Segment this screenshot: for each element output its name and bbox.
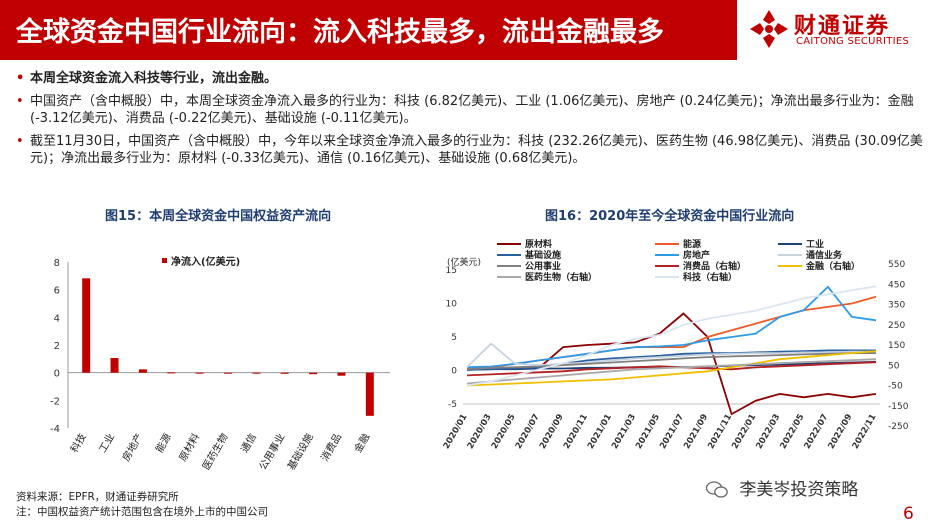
x-tick-label: 消费品 [318, 431, 344, 463]
bar [195, 372, 204, 374]
legend-label: 医药生物（右轴） [525, 271, 597, 283]
legend-label: 科技（右轴） [683, 271, 737, 283]
y-tick-label: 0 [54, 369, 60, 380]
bullet-item: • 截至11月30日，中国资产（含中概股）中，今年以来全球资金净流入最多的行业为… [16, 133, 926, 167]
x-tick-label: 基础设施 [284, 431, 315, 472]
bar [309, 372, 318, 375]
left-tick-label: 5 [451, 333, 457, 343]
bullet-dot-icon: • [16, 71, 25, 86]
legend-label: 能源 [683, 238, 701, 250]
logo-chinese-text: 财通证券 [794, 14, 891, 39]
bullet-text: 截至11月30日，中国资产（含中概股）中，今年以来全球资金净流入最多的行业为：科… [30, 134, 923, 166]
source-note: 资料来源：EPFR，财通证券研究所 [16, 491, 179, 503]
x-tick-label: 通信 [239, 432, 259, 455]
bullet-dot-icon: • [16, 134, 24, 149]
bullet-item: • 本周全球资金流入科技等行业，流出金融。 [16, 70, 926, 87]
right-tick-label: -50 [888, 382, 903, 392]
y-tick-label: 8 [54, 258, 60, 269]
watermark: 李美岑投资策略 [706, 475, 858, 500]
legend-swatch [162, 258, 167, 263]
company-logo: 财通证券 CAITONG SECURITIES [748, 6, 938, 54]
right-tick-label: 150 [888, 341, 905, 351]
series-line [466, 358, 877, 385]
bullet-item: • 中国资产（含中概股）中，本周全球资金净流入最多的行业为：科技 (6.82亿美… [16, 93, 926, 127]
right-tick-label: 50 [888, 361, 900, 371]
series-line [466, 295, 877, 370]
legend-label: 基础设施 [524, 249, 561, 261]
series-line [466, 361, 877, 377]
right-tick-label: -150 [888, 402, 909, 412]
legend-label: 原材料 [525, 238, 552, 250]
bar [138, 369, 147, 373]
series-line [466, 342, 876, 368]
bullet-text: 本周全球资金流入科技等行业，流出金融。 [30, 71, 278, 86]
left-tick-label: -5 [448, 400, 457, 410]
right-tick-label: -250 [888, 422, 909, 432]
watermark-text: 李美岑投资策略 [739, 480, 859, 500]
x-tick-label: 能源 [153, 431, 174, 455]
bar [337, 372, 346, 376]
x-tick-label: 科技 [68, 431, 89, 455]
page-number: 6 [903, 504, 914, 524]
y-tick-label: 4 [54, 313, 60, 324]
bar [110, 358, 119, 373]
bar [82, 278, 91, 373]
right-tick-label: 450 [888, 280, 905, 290]
x-tick-label: 2022/11 [851, 412, 879, 450]
bar [167, 372, 176, 374]
bar [224, 372, 232, 374]
x-tick-label: 工业 [97, 432, 117, 455]
left-tick-label: 0 [451, 367, 457, 377]
right-tick-label: 550 [888, 260, 905, 270]
y-axis-label: (亿美元) [447, 256, 481, 268]
header: 全球资金中国行业流向：流入科技最多，流出金融最多 财通证券 CAITONG SE… [0, 0, 940, 60]
legend-label: 房地产 [683, 249, 710, 261]
y-tick-label: 6 [54, 286, 60, 297]
wechat-icon [706, 481, 728, 498]
legend-label: 工业 [806, 238, 824, 250]
scope-note: 注：中国权益资产统计范围包含在境外上市的中国公司 [16, 506, 268, 518]
series-line [466, 350, 877, 387]
y-tick-label: -4 [50, 424, 60, 435]
right-tick-label: 350 [888, 301, 905, 311]
x-tick-label: 房地产 [119, 431, 145, 463]
summary-bullets: • 本周全球资金流入科技等行业，流出金融。 • 中国资产（含中概股）中，本周全球… [16, 70, 926, 173]
bullet-text: 中国资产（含中概股）中，本周全球资金净流入最多的行业为：科技 (6.82亿美元)… [30, 94, 914, 126]
bar [365, 372, 374, 416]
bar [252, 372, 261, 374]
chart-title-fig15: 图15：本周全球资金中国权益资产流向 [105, 209, 332, 224]
legend-label: 净流入(亿美元) [171, 255, 240, 268]
series-line [466, 285, 877, 387]
left-tick-label: 15 [446, 266, 457, 276]
series-line [466, 285, 877, 369]
x-tick-label: 公用事业 [256, 431, 287, 472]
chart-title-fig16: 图16：2020年至今全球资金中国行业流向 [545, 209, 795, 224]
footer: 资料来源：EPFR，财通证券研究所 注：中国权益资产统计范围包含在境外上市的中国… [16, 490, 268, 520]
right-tick-label: 250 [888, 321, 905, 331]
page-title: 全球资金中国行业流向：流入科技最多，流出金融最多 [16, 17, 664, 48]
legend-label: 公用事业 [525, 260, 561, 272]
x-tick-label: 原材料 [176, 431, 202, 463]
left-tick-label: 10 [446, 300, 458, 310]
legend-label: 通信业务 [806, 249, 843, 261]
legend-label: 消费品（右轴） [683, 260, 746, 272]
y-tick-label: -2 [50, 396, 60, 407]
legend-label: 金融（右轴） [805, 260, 860, 272]
bar [280, 372, 289, 374]
x-tick-label: 金融 [351, 431, 372, 455]
title-bar: 全球资金中国行业流向：流入科技最多，流出金融最多 [0, 0, 737, 60]
bullet-dot-icon: • [16, 94, 24, 109]
logo-english-text: CAITONG SECURITIES [796, 36, 910, 47]
line-chart: (亿美元)-5051015-250-150-505015025035045055… [442, 238, 909, 451]
series-line [466, 352, 876, 371]
y-tick-label: 2 [54, 341, 60, 352]
x-tick-label: 医药生物 [199, 431, 230, 472]
logo-mark-icon [750, 10, 788, 48]
